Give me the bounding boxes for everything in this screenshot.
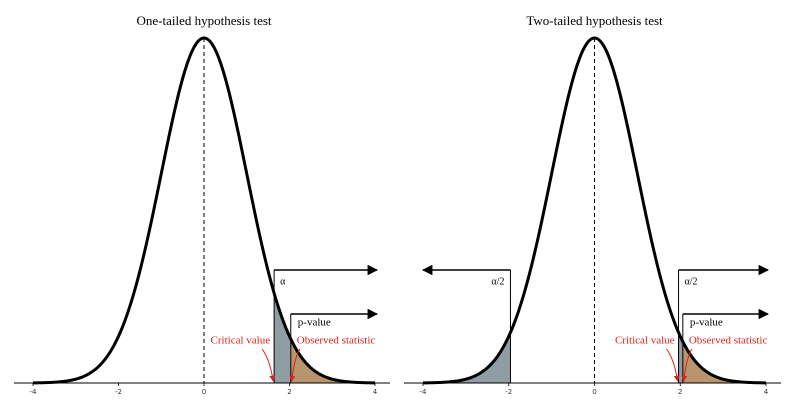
pvalue-label: p-value <box>298 317 331 329</box>
critical-pointer <box>666 348 680 382</box>
density-curve <box>32 36 376 385</box>
x-tick-label: 2 <box>678 388 682 396</box>
alpha-label: α <box>280 276 286 287</box>
observed-label: Observed statistic <box>689 335 768 347</box>
shaded-region <box>423 332 511 383</box>
observed-pointer <box>289 348 301 382</box>
pvalue-label: p-value <box>690 317 723 329</box>
x-tick-label: -2 <box>115 388 122 396</box>
x-tick-label: -4 <box>30 388 38 396</box>
chart-title: Two-tailed hypothesis test <box>526 13 663 28</box>
x-tick-label: -4 <box>420 388 428 396</box>
shaded-region <box>682 341 766 383</box>
shaded-region <box>274 293 291 383</box>
x-tick-label: 4 <box>764 388 769 396</box>
x-tick-label: 2 <box>287 388 291 396</box>
chart-title: One-tailed hypothesis test <box>136 13 271 28</box>
critical-label: Critical value <box>615 335 675 347</box>
critical-label: Critical value <box>211 335 271 347</box>
critical-pointer <box>261 348 276 382</box>
x-tick-label: 0 <box>202 388 206 396</box>
alpha-label: α/2 <box>491 276 504 287</box>
alpha-label: α/2 <box>685 276 698 287</box>
density-curve <box>422 36 767 385</box>
x-tick-label: 0 <box>592 388 596 396</box>
x-tick-label: 4 <box>373 388 378 396</box>
observed-label: Observed statistic <box>297 335 376 347</box>
shaded-region <box>290 339 375 383</box>
shaded-region <box>678 332 683 383</box>
observed-pointer <box>681 348 693 382</box>
x-tick-label: -2 <box>505 388 512 396</box>
